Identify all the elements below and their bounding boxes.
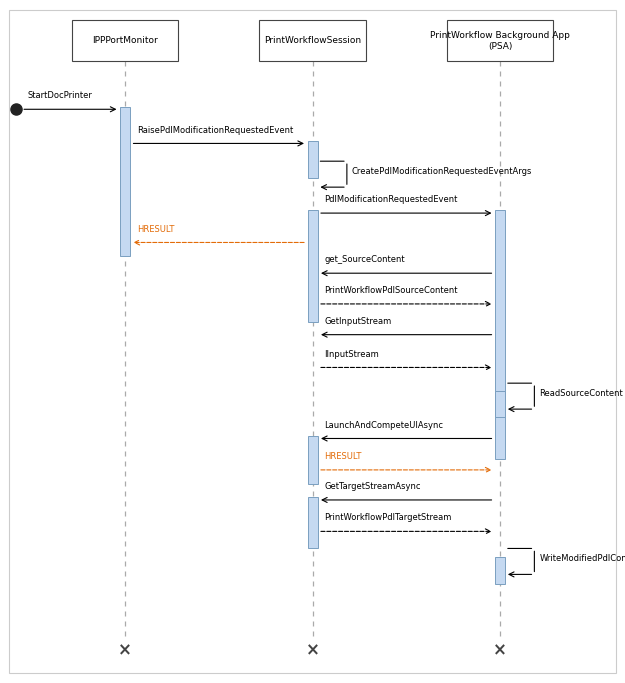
Text: PrintWorkflow Background App
(PSA): PrintWorkflow Background App (PSA) xyxy=(430,31,570,51)
FancyBboxPatch shape xyxy=(120,107,130,256)
Text: IInputStream: IInputStream xyxy=(324,350,379,359)
Text: ×: × xyxy=(118,641,132,659)
Text: PdlModificationRequestedEvent: PdlModificationRequestedEvent xyxy=(324,195,458,204)
Text: PrintWorkflowPdlSourceContent: PrintWorkflowPdlSourceContent xyxy=(324,286,458,295)
Text: CreatePdlModificationRequestedEventArgs: CreatePdlModificationRequestedEventArgs xyxy=(352,167,532,176)
Text: StartDocPrinter: StartDocPrinter xyxy=(28,92,92,100)
FancyBboxPatch shape xyxy=(495,210,505,459)
FancyBboxPatch shape xyxy=(308,497,318,548)
FancyBboxPatch shape xyxy=(495,557,505,584)
Text: ReadSourceContent: ReadSourceContent xyxy=(539,389,623,398)
Text: PrintWorkflowSession: PrintWorkflowSession xyxy=(264,36,361,46)
Text: ×: × xyxy=(493,641,507,659)
FancyBboxPatch shape xyxy=(308,141,318,178)
Text: LaunchAndCompeteUIAsync: LaunchAndCompeteUIAsync xyxy=(324,421,443,430)
FancyBboxPatch shape xyxy=(308,210,318,322)
FancyBboxPatch shape xyxy=(495,391,505,417)
FancyBboxPatch shape xyxy=(308,436,318,484)
Text: WriteModifiedPdlContent: WriteModifiedPdlContent xyxy=(539,554,625,563)
FancyBboxPatch shape xyxy=(447,20,553,61)
Text: GetTargetStreamAsync: GetTargetStreamAsync xyxy=(324,482,421,491)
Text: HRESULT: HRESULT xyxy=(137,225,174,234)
Text: HRESULT: HRESULT xyxy=(324,452,362,461)
Text: GetInputStream: GetInputStream xyxy=(324,317,392,326)
Text: PrintWorkflowPdlTargetStream: PrintWorkflowPdlTargetStream xyxy=(324,514,452,522)
FancyBboxPatch shape xyxy=(72,20,178,61)
FancyBboxPatch shape xyxy=(259,20,366,61)
Text: IPPPortMonitor: IPPPortMonitor xyxy=(92,36,158,46)
Text: ×: × xyxy=(306,641,319,659)
Text: RaisePdlModificationRequestedEvent: RaisePdlModificationRequestedEvent xyxy=(137,126,293,135)
Text: get_SourceContent: get_SourceContent xyxy=(324,255,405,264)
